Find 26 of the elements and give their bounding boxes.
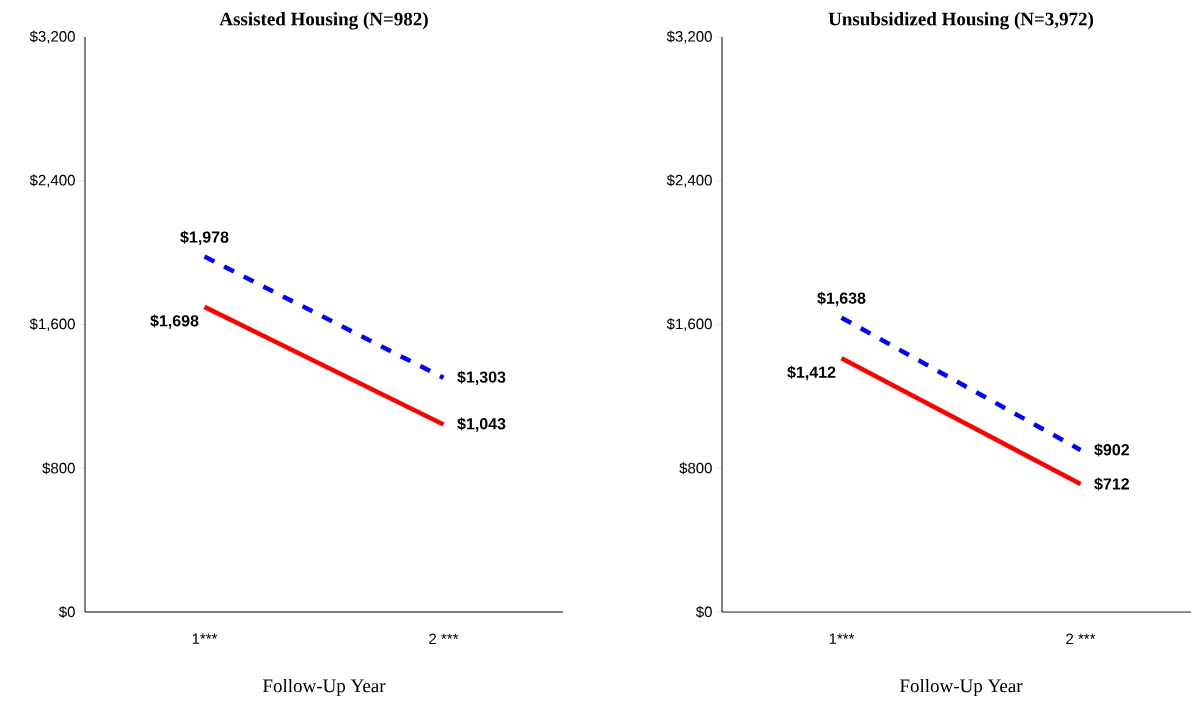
y-tick-label: $2,400 <box>666 174 712 188</box>
data-label: $1,638 <box>817 291 866 307</box>
y-tick-label: $800 <box>42 462 75 475</box>
y-tick-label: $2,400 <box>29 174 75 188</box>
data-label: $1,303 <box>457 370 506 386</box>
x-tick-label: 2 *** <box>429 633 459 645</box>
x-tick-label: 1*** <box>829 633 855 644</box>
chart-title: Unsubsidized Housing (N=3,972) <box>828 12 1094 30</box>
data-label: $712 <box>1094 477 1129 491</box>
y-tick-label: $0 <box>695 605 712 619</box>
x-tick-label: 2 *** <box>1066 633 1096 645</box>
data-label: $1,698 <box>150 314 199 329</box>
x-tick-label: 1*** <box>192 633 218 644</box>
y-tick-label: $3,200 <box>666 30 712 44</box>
data-label: $1,043 <box>457 417 506 432</box>
y-tick-label: $3,200 <box>29 30 75 44</box>
x-axis-title: Follow-Up Year <box>899 678 1023 697</box>
data-label: $902 <box>1094 443 1129 457</box>
x-axis-title: Follow-Up Year <box>262 678 386 697</box>
y-tick-label: $1,600 <box>666 317 712 331</box>
data-label: $1,412 <box>787 365 836 381</box>
data-label: $1,978 <box>180 230 229 246</box>
chart-title: Assisted Housing (N=982) <box>219 12 428 30</box>
y-tick-label: $0 <box>58 605 75 619</box>
y-tick-label: $1,600 <box>29 317 75 331</box>
y-tick-label: $800 <box>679 462 712 475</box>
